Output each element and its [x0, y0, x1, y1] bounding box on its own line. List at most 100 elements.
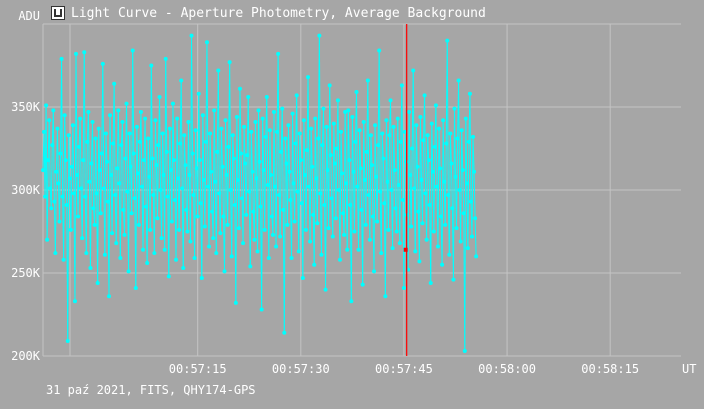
- series-segment: [142, 160, 145, 250]
- series-segment: [204, 141, 207, 227]
- data-point: [164, 149, 169, 154]
- series-segment: [162, 133, 165, 176]
- data-point: [457, 188, 462, 192]
- data-point: [297, 131, 302, 136]
- data-point: [288, 197, 293, 202]
- series-segment: [202, 115, 205, 181]
- series-segment: [431, 123, 434, 172]
- data-point: [327, 83, 332, 88]
- series-segment: [128, 133, 131, 272]
- data-point: [465, 246, 470, 251]
- data-point: [326, 226, 331, 231]
- data-point: [459, 128, 464, 133]
- data-point: [51, 108, 56, 113]
- time-cursor-marker[interactable]: [403, 247, 408, 252]
- data-point: [439, 214, 444, 219]
- series-segment: [89, 163, 92, 269]
- series-segment: [344, 111, 347, 184]
- data-point: [425, 133, 430, 138]
- data-point: [276, 51, 281, 56]
- series-segment: [206, 42, 209, 187]
- series-segment: [242, 126, 245, 244]
- series-segment: [161, 133, 164, 239]
- series-segment: [433, 146, 436, 232]
- series-segment: [243, 126, 246, 164]
- series-segment: [56, 128, 59, 184]
- data-point: [417, 259, 422, 264]
- series-segment: [199, 160, 202, 204]
- series-segment: [464, 118, 467, 352]
- series-segment: [385, 120, 388, 182]
- series-segment: [309, 128, 312, 242]
- data-point: [228, 188, 233, 192]
- series-segment: [144, 118, 147, 207]
- data-point: [253, 119, 258, 124]
- series-segment: [428, 160, 431, 205]
- data-point: [184, 207, 189, 212]
- data-point: [385, 179, 390, 184]
- series-segment: [394, 170, 397, 209]
- series-segment: [410, 148, 413, 227]
- series-segment: [412, 70, 415, 189]
- data-point: [259, 307, 264, 312]
- series-segment: [153, 120, 156, 254]
- series-segment: [378, 50, 381, 192]
- series-segment: [117, 110, 120, 184]
- data-point: [285, 222, 290, 227]
- series-segment: [469, 93, 472, 202]
- series-segment: [323, 108, 326, 205]
- data-point: [161, 173, 166, 178]
- data-point: [199, 275, 204, 280]
- chart-app-icon[interactable]: [51, 6, 65, 20]
- data-point: [101, 186, 106, 191]
- data-point: [310, 164, 315, 169]
- series-segment: [314, 118, 317, 179]
- data-point: [255, 249, 260, 254]
- data-point: [434, 184, 439, 189]
- data-point: [109, 173, 114, 178]
- series-segment: [195, 130, 198, 169]
- data-point: [407, 109, 412, 114]
- data-point: [256, 108, 261, 113]
- data-point: [350, 114, 355, 119]
- data-point: [43, 194, 48, 199]
- series-segment: [245, 155, 248, 215]
- series-segment: [168, 128, 171, 277]
- data-point: [149, 63, 154, 68]
- series-segment: [209, 133, 212, 172]
- series-segment: [471, 136, 474, 237]
- data-point: [264, 95, 269, 100]
- series-segment: [136, 126, 139, 174]
- data-point: [380, 131, 385, 136]
- data-point: [84, 251, 89, 256]
- data-point: [103, 131, 108, 136]
- data-point: [111, 141, 116, 146]
- data-point: [146, 136, 151, 141]
- series-segment: [215, 151, 218, 254]
- data-point: [400, 197, 405, 202]
- data-point: [250, 169, 255, 174]
- data-point: [236, 226, 241, 231]
- series-segment: [48, 120, 51, 189]
- series-segment: [286, 125, 289, 225]
- series-segment: [337, 100, 340, 191]
- series-segment: [184, 165, 187, 210]
- data-point: [244, 212, 249, 217]
- data-point: [283, 136, 288, 141]
- series-segment: [446, 40, 449, 195]
- data-point: [242, 124, 247, 129]
- data-point: [142, 158, 147, 163]
- data-point: [275, 129, 280, 134]
- data-point: [298, 158, 303, 163]
- data-point: [42, 129, 47, 134]
- data-point: [95, 280, 100, 285]
- data-point: [41, 168, 45, 173]
- data-point: [128, 164, 133, 169]
- data-point: [448, 131, 453, 136]
- data-point: [71, 191, 76, 196]
- series-segment: [225, 120, 228, 176]
- data-point: [124, 101, 129, 106]
- data-point: [241, 241, 246, 246]
- data-point: [394, 229, 399, 234]
